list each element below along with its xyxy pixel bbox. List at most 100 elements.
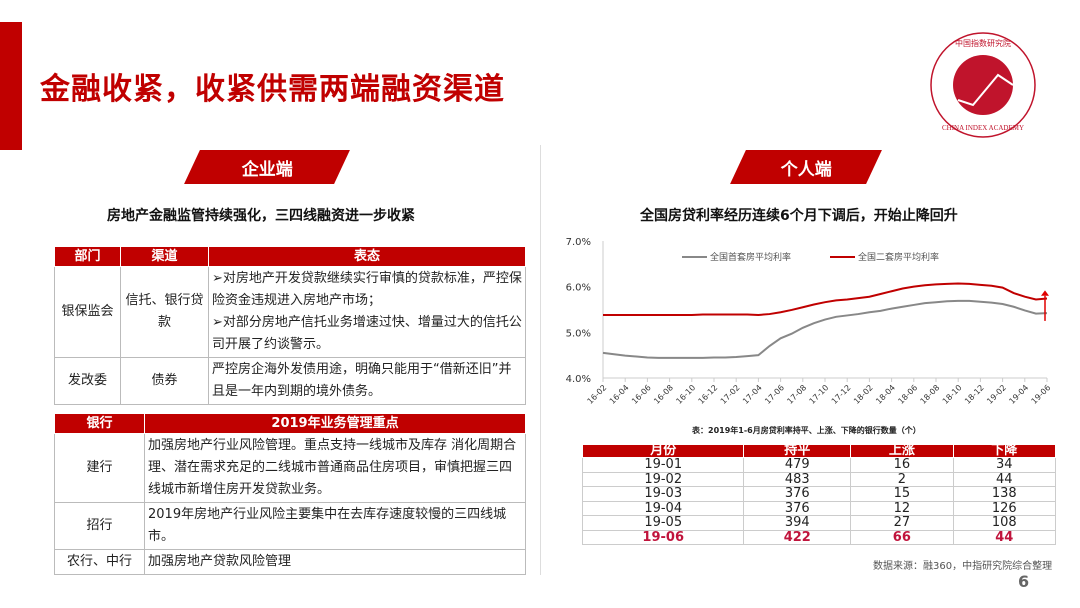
regulator-table: 部门 渠道 表态 银保监会 信托、银行贷款 ➢对房地产开发贷款继续实行审慎的贷款标准，严… bbox=[54, 246, 526, 405]
china-index-academy-logo: CHINA INDEX ACADEMY 中国指数研究院 bbox=[930, 32, 1036, 138]
left-subtitle: 房地产金融监管持续强化，三四线融资进一步收紧 bbox=[107, 208, 415, 224]
table-cell: 483 bbox=[743, 471, 852, 487]
x-tick-label: 16-08 bbox=[652, 383, 675, 406]
y-tick-label: 5.0% bbox=[566, 328, 591, 339]
cell-focus: 加强房地产行业风险管理。重点支持一线城市及库存 消化周期合理、潜在需求充足的二线… bbox=[144, 433, 526, 503]
table-cell: 44 bbox=[952, 529, 1057, 545]
x-tick-label: 18-10 bbox=[941, 383, 964, 406]
table-cell: 19-01 bbox=[581, 457, 745, 473]
legend-label: 全国首套房平均利率 bbox=[710, 251, 791, 263]
right-subtitle: 全国房贷利率经历连续6个月下调后，开始止降回升 bbox=[640, 208, 958, 224]
page-number: 6 bbox=[1018, 572, 1030, 591]
x-tick-label: 17-04 bbox=[741, 383, 764, 406]
table-row: 19-04 376 12 126 bbox=[581, 500, 1057, 516]
table-row: 招行 2019年房地产行业风险主要集中在去库存速度较慢的三四线城市。 bbox=[54, 502, 526, 550]
bank-rate-table: 月份 持平 上涨 下降 19-01 479 16 34 19-02 483 2 44 19-03 376… bbox=[581, 444, 1057, 545]
x-tick-label: 17-06 bbox=[763, 383, 786, 406]
table-cell: 16 bbox=[850, 457, 954, 473]
col-header: 渠道 bbox=[120, 246, 209, 267]
col-header: 下降 bbox=[952, 444, 1057, 458]
table-cell: 422 bbox=[743, 529, 852, 545]
x-tick-label: 16-04 bbox=[608, 383, 631, 406]
col-header: 上涨 bbox=[850, 444, 954, 458]
x-tick-label: 17-08 bbox=[785, 383, 808, 406]
col-header: 银行 bbox=[54, 413, 145, 434]
col-header: 持平 bbox=[743, 444, 852, 458]
x-tick-label: 19-04 bbox=[1007, 383, 1030, 406]
table-cell: 19-02 bbox=[581, 471, 745, 487]
x-tick-label: 18-08 bbox=[919, 383, 942, 406]
cell-focus: 2019年房地产行业风险主要集中在去库存速度较慢的三四线城市。 bbox=[144, 502, 526, 550]
table-cell: 376 bbox=[743, 500, 852, 516]
col-header: 部门 bbox=[54, 246, 121, 267]
cell-dept: 发改委 bbox=[54, 357, 121, 405]
table-row: 19-02 483 2 44 bbox=[581, 471, 1057, 487]
legend-label: 全国二套房平均利率 bbox=[858, 251, 939, 263]
table-row: 19-01 479 16 34 bbox=[581, 457, 1057, 473]
table-cell: 394 bbox=[743, 515, 852, 531]
page-title: 金融收紧，收紧供需两端融资渠道 bbox=[40, 72, 505, 107]
x-tick-label: 18-06 bbox=[896, 383, 919, 406]
x-tick-label: 18-12 bbox=[963, 383, 986, 406]
table-row: 银保监会 信托、银行贷款 ➢对房地产开发贷款继续实行审慎的贷款标准，严控保险资金违规… bbox=[54, 266, 526, 358]
x-tick-label: 16-06 bbox=[630, 383, 653, 406]
table-cell: 19-04 bbox=[581, 500, 745, 516]
svg-text:中国指数研究院: 中国指数研究院 bbox=[955, 38, 1011, 48]
y-tick-label: 6.0% bbox=[566, 283, 591, 294]
table-row: 19-03 376 15 138 bbox=[581, 486, 1057, 502]
table-cell: 44 bbox=[952, 471, 1057, 487]
table-caption: 表：2019年1-6月房贷利率持平、上涨、下降的银行数量（个） bbox=[692, 426, 921, 435]
cell-bank: 建行 bbox=[54, 433, 145, 503]
table-cell: 19-06 bbox=[581, 529, 745, 545]
table-row: 19-05 394 27 108 bbox=[581, 515, 1057, 531]
x-tick-label: 18-04 bbox=[874, 383, 897, 406]
table-cell: 12 bbox=[850, 500, 954, 516]
x-tick-label: 17-12 bbox=[830, 383, 853, 406]
table-cell: 138 bbox=[952, 486, 1057, 502]
col-header: 月份 bbox=[581, 444, 745, 458]
cell-focus: 加强房地产贷款风险管理 bbox=[144, 549, 526, 575]
accent-bar bbox=[0, 22, 22, 150]
table-cell: 66 bbox=[850, 529, 954, 545]
table-cell: 19-03 bbox=[581, 486, 745, 502]
svg-text:CHINA INDEX ACADEMY: CHINA INDEX ACADEMY bbox=[942, 124, 1024, 132]
table-cell: 15 bbox=[850, 486, 954, 502]
x-tick-label: 16-10 bbox=[674, 383, 697, 406]
cell-statement: 严控房企海外发债用途，明确只能用于“借新还旧”并且是一年内到期的境外债务。 bbox=[208, 357, 526, 405]
y-tick-label: 4.0% bbox=[566, 374, 591, 385]
x-tick-label: 16-02 bbox=[586, 383, 609, 406]
divider bbox=[540, 145, 541, 575]
statement: ➢对房地产开发贷款继续实行审慎的贷款标准，严控保险资金违规进入房地产市场； bbox=[212, 271, 522, 308]
cell-statement: ➢对房地产开发贷款继续实行审慎的贷款标准，严控保险资金违规进入房地产市场； ➢对部… bbox=[208, 266, 526, 358]
table-cell: 479 bbox=[743, 457, 852, 473]
up-arrow-head bbox=[1041, 290, 1049, 296]
bank-table: 银行 2019年业务管理重点 建行 加强房地产行业风险管理。重点支持一线城市及库存 … bbox=[54, 413, 526, 575]
y-tick-label: 7.0% bbox=[566, 237, 591, 248]
x-tick-label: 19-02 bbox=[985, 383, 1008, 406]
col-header: 表态 bbox=[208, 246, 526, 267]
data-source: 数据来源：融360，中指研究院综合整理 bbox=[873, 561, 1053, 572]
section-tag-individual: 个人端 bbox=[730, 150, 882, 184]
x-tick-label: 16-12 bbox=[697, 383, 720, 406]
series-line bbox=[602, 299, 1048, 359]
col-header: 2019年业务管理重点 bbox=[144, 413, 526, 434]
table-cell: 34 bbox=[952, 457, 1057, 473]
table-cell: 27 bbox=[850, 515, 954, 531]
table-row: 建行 加强房地产行业风险管理。重点支持一线城市及库存 消化周期合理、潜在需求充足的… bbox=[54, 433, 526, 503]
x-tick-label: 17-10 bbox=[808, 383, 831, 406]
table-cell: 376 bbox=[743, 486, 852, 502]
table-cell: 2 bbox=[850, 471, 954, 487]
table-row: 发改委 债券 严控房企海外发债用途，明确只能用于“借新还旧”并且是一年内到期的境外债… bbox=[54, 357, 526, 405]
cell-channel: 债券 bbox=[120, 357, 209, 405]
table-cell: 19-05 bbox=[581, 515, 745, 531]
cell-channel: 信托、银行贷款 bbox=[120, 266, 209, 358]
x-tick-label: 17-02 bbox=[719, 383, 742, 406]
cell-bank: 农行、中行 bbox=[54, 549, 145, 575]
cell-dept: 银保监会 bbox=[54, 266, 121, 358]
mortgage-rate-chart: 4.0%5.0%6.0%7.0%16-02 16-04 16-06 16-08 16-1… bbox=[566, 237, 1053, 406]
cell-bank: 招行 bbox=[54, 502, 145, 550]
table-cell: 126 bbox=[952, 500, 1057, 516]
table-cell: 108 bbox=[952, 515, 1057, 531]
section-tag-enterprise: 企业端 bbox=[184, 150, 350, 184]
table-row: 19-06 422 66 44 bbox=[581, 529, 1057, 545]
